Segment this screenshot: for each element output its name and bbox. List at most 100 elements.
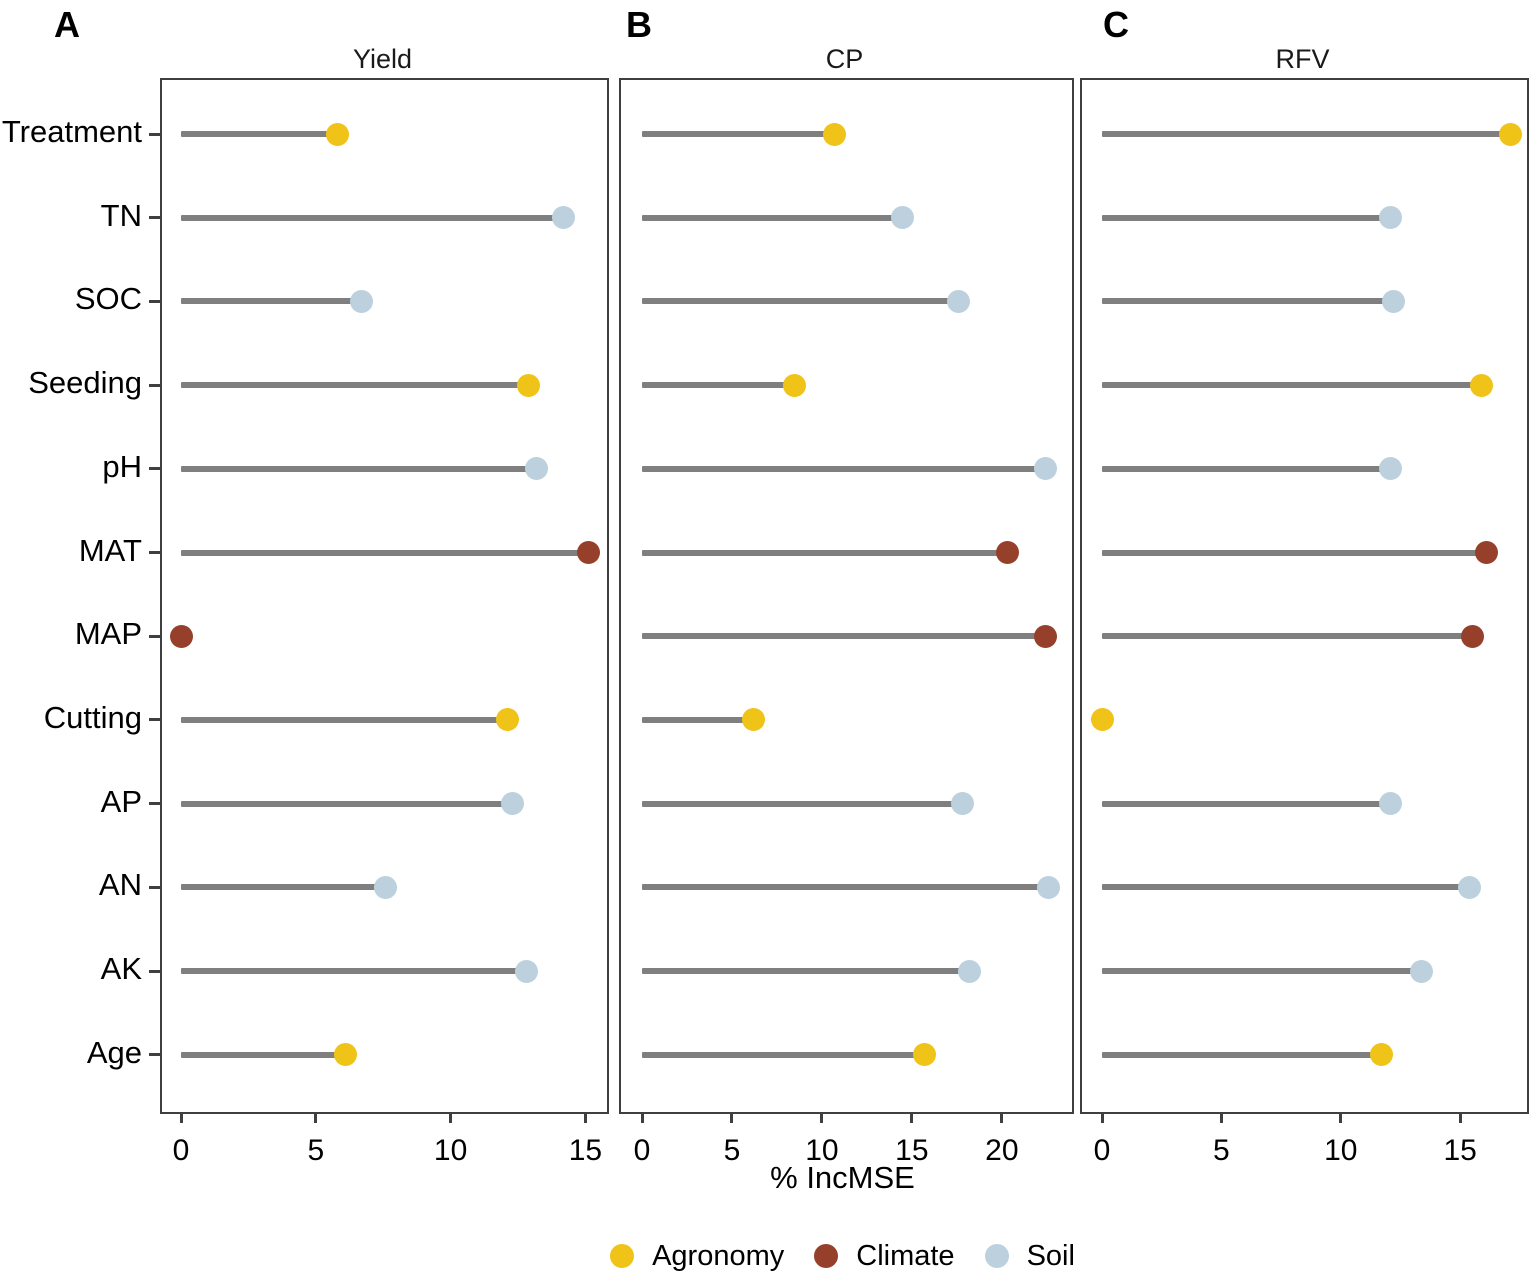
x-axis-tick: [820, 1112, 824, 1123]
lollipop-stem-seeding: [181, 382, 529, 389]
y-category-label-tn: TN: [100, 197, 142, 233]
y-category-label-cutting: Cutting: [43, 699, 142, 735]
lollipop-dot-age: [333, 1043, 357, 1067]
y-axis-tick: [149, 802, 160, 806]
x-axis-tick-label: 15: [1443, 1134, 1477, 1167]
lollipop-stem-ak: [642, 968, 970, 974]
y-category-label-ak: AK: [100, 951, 142, 986]
x-axis-tick-label: 5: [307, 1134, 325, 1167]
lollipop-dot-seeding: [783, 373, 807, 397]
lollipop-stem-seeding: [642, 382, 795, 389]
lollipop-stem-ak: [1102, 968, 1422, 974]
x-axis-tick-label: 15: [895, 1134, 929, 1167]
lollipop-stem-treatment: [181, 131, 338, 137]
lollipop-stem-ap: [181, 800, 513, 807]
lollipop-stem-cutting: [642, 716, 754, 723]
lollipop-dot-mat: [1474, 541, 1498, 564]
y-axis-tick: [149, 299, 160, 303]
x-axis-title: % IncMSE: [770, 1160, 915, 1195]
panel-letter-a: A: [54, 4, 80, 45]
lollipop-stem-ph: [642, 465, 1045, 472]
lollipop-stem-ap: [1102, 800, 1391, 807]
y-axis-tick: [149, 634, 160, 638]
lollipop-dot-treatment: [1498, 122, 1522, 146]
legend-item-soil: Soil: [984, 1239, 1075, 1273]
lollipop-stem-mat: [181, 549, 589, 556]
legend-label: Soil: [1026, 1239, 1075, 1272]
y-axis-tick: [149, 969, 160, 973]
y-category-label-an: AN: [98, 867, 142, 903]
x-axis-tick-label: 0: [172, 1134, 190, 1167]
legend-dot-agronomy: [610, 1244, 635, 1268]
lollipop-stem-an: [642, 884, 1049, 891]
x-axis-tick-label: 0: [1093, 1134, 1111, 1167]
panel-title-yield: Yield: [352, 44, 413, 74]
lollipop-dot-treatment: [325, 122, 349, 146]
y-axis-tick: [149, 1053, 160, 1057]
lollipop-dot-ak: [957, 959, 981, 983]
lollipop-dot-tn: [552, 206, 576, 230]
y-category-label-ap: AP: [100, 783, 142, 819]
lollipop-stem-soc: [181, 298, 362, 305]
x-axis-tick: [179, 1112, 183, 1123]
legend-dot-climate: [814, 1244, 839, 1268]
lollipop-dot-map: [169, 624, 193, 648]
lollipop-stem-map: [1102, 633, 1473, 640]
lollipop-dot-map: [1033, 624, 1057, 648]
lollipop-stem-ak: [181, 968, 527, 974]
y-axis-tick: [149, 718, 160, 722]
x-axis-tick-label: 0: [633, 1134, 651, 1167]
legend-label: Agronomy: [652, 1239, 785, 1272]
x-axis-tick: [1000, 1112, 1004, 1123]
lollipop-dot-cutting: [495, 708, 519, 732]
lollipop-dot-soc: [350, 289, 374, 313]
lollipop-dot-ak: [1410, 959, 1434, 983]
lollipop-dot-ph: [1379, 457, 1403, 481]
y-axis-tick: [149, 885, 160, 889]
x-axis-tick-label: 5: [1213, 1134, 1230, 1167]
legend: Agronomy Climate Soil: [160, 1236, 1525, 1276]
panel-letter-b: B: [626, 4, 652, 45]
x-axis-tick-label: 10: [433, 1134, 468, 1167]
lollipop-stem-mat: [642, 549, 1008, 556]
legend-label: Climate: [856, 1239, 955, 1272]
y-category-label-age: Age: [86, 1034, 142, 1070]
y-category-label-seeding: Seeding: [28, 365, 142, 401]
lollipop-dot-ph: [525, 457, 549, 481]
y-axis-tick: [149, 383, 160, 387]
y-category-label-map: MAP: [74, 616, 142, 652]
y-axis-tick: [149, 216, 160, 220]
x-axis-tick: [314, 1112, 318, 1123]
legend-item-agronomy: Agronomy: [610, 1240, 784, 1273]
lollipop-dot-age: [1369, 1043, 1393, 1067]
lollipop-dot-soc: [1381, 289, 1405, 313]
lollipop-dot-soc: [947, 289, 971, 313]
y-category-label-ph: pH: [102, 448, 142, 484]
y-category-label-mat: MAT: [78, 532, 142, 568]
panel-b: 0 5 10 15 20: [619, 78, 1074, 1167]
x-axis-tick: [583, 1112, 587, 1123]
lollipop-stem-map: [642, 633, 1045, 640]
x-axis-tick: [1100, 1112, 1104, 1123]
lollipop-stem-tn: [1102, 214, 1391, 221]
lollipop-stem-cutting: [181, 716, 508, 723]
lollipop-dot-tn: [891, 206, 915, 230]
lollipop-stem-ap: [642, 800, 963, 807]
x-axis-tick: [449, 1112, 453, 1123]
lollipop-stem-tn: [642, 214, 903, 221]
lollipop-dot-ap: [950, 792, 974, 816]
x-axis-tick-label: 20: [985, 1134, 1019, 1167]
lollipop-dot-an: [1458, 875, 1482, 899]
lollipop-stem-an: [181, 884, 386, 891]
panel-title-rfv: RFV: [1275, 44, 1330, 74]
x-axis-tick: [1219, 1112, 1223, 1123]
y-category-label-soc: SOC: [74, 281, 142, 317]
lollipop-dot-tn: [1379, 206, 1403, 230]
legend-item-climate: Climate: [814, 1239, 955, 1273]
panel-letter-c: C: [1103, 4, 1129, 45]
x-axis-tick: [910, 1112, 914, 1123]
y-axis-tick: [149, 467, 160, 471]
lollipop-dot-map: [1460, 624, 1484, 648]
panel-a: 0 5 10 15: [149, 78, 609, 1167]
